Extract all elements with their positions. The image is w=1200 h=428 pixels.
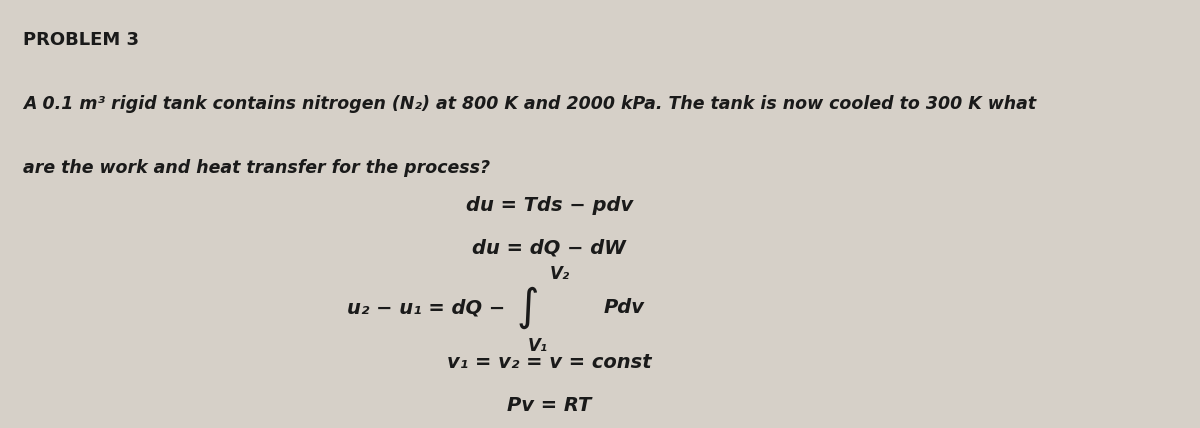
Text: du = Tds − pdv: du = Tds − pdv xyxy=(466,196,632,215)
Text: are the work and heat transfer for the process?: are the work and heat transfer for the p… xyxy=(23,159,491,177)
Text: V₁: V₁ xyxy=(528,337,548,355)
Text: PROBLEM 3: PROBLEM 3 xyxy=(23,31,139,49)
Text: V₂: V₂ xyxy=(550,265,570,282)
Text: Pdv: Pdv xyxy=(604,298,644,317)
Text: A 0.1 m³ rigid tank contains nitrogen (N₂) at 800 K and 2000 kPa. The tank is no: A 0.1 m³ rigid tank contains nitrogen (N… xyxy=(23,95,1037,113)
Text: Pv = RT: Pv = RT xyxy=(508,396,592,415)
Text: u₂ − u₁ = dQ −: u₂ − u₁ = dQ − xyxy=(347,298,505,317)
Text: $\int$: $\int$ xyxy=(516,284,539,331)
Text: du = dQ − dW: du = dQ − dW xyxy=(473,238,626,258)
Text: v₁ = v₂ = v = const: v₁ = v₂ = v = const xyxy=(446,354,652,372)
